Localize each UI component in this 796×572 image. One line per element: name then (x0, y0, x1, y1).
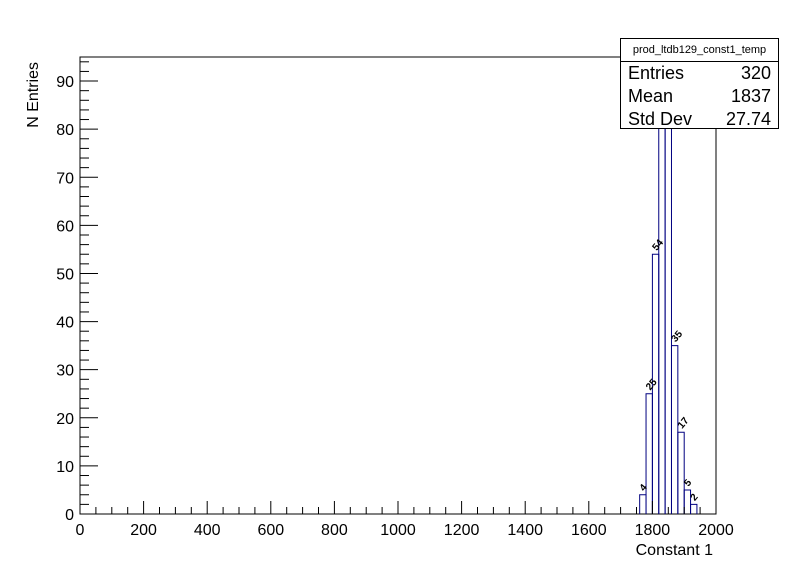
x-tick-label: 0 (76, 522, 85, 539)
bin-value-label: 5 (682, 477, 694, 489)
bin-value-label: 2 (689, 492, 701, 504)
stats-value: 320 (740, 63, 771, 83)
y-tick-label: 20 (56, 411, 74, 428)
x-tick-label: 200 (130, 522, 157, 539)
x-tick-label: 400 (194, 522, 221, 539)
x-tick-label: 600 (257, 522, 284, 539)
histogram-bin (677, 431, 685, 514)
bin-value-label: 25 (644, 377, 660, 393)
x-tick-label: 2000 (698, 522, 734, 539)
y-tick-label: 40 (56, 315, 74, 332)
histogram-bin (664, 57, 672, 514)
bin-value-label: 54 (650, 237, 666, 253)
y-tick-label: 70 (56, 170, 74, 187)
histogram-bin (645, 393, 653, 514)
stats-row-mean: Mean 1837 (621, 85, 778, 108)
stats-title: prod_ltdb129_const1_temp (621, 39, 778, 62)
stats-value: 27.74 (725, 109, 771, 129)
x-tick-label: 1000 (380, 522, 416, 539)
x-tick-label: 800 (321, 522, 348, 539)
x-tick-label: 1200 (444, 522, 480, 539)
bin-value-label: 4 (638, 482, 650, 494)
stats-label: Entries (628, 63, 685, 83)
stats-box: prod_ltdb129_const1_temp Entries 320 Mea… (620, 38, 779, 129)
y-axis-title: N Entries (25, 62, 42, 128)
stats-label: Mean (628, 86, 674, 106)
stats-row-stddev: Std Dev 27.74 (621, 108, 778, 131)
stats-value: 1837 (730, 86, 771, 106)
y-tick-label: 50 (56, 266, 74, 283)
y-tick-label: 0 (65, 507, 74, 524)
histogram-bin (690, 503, 698, 514)
y-tick-label: 80 (56, 122, 74, 139)
y-tick-label: 10 (56, 459, 74, 476)
x-tick-label: 1800 (635, 522, 671, 539)
y-tick-label: 30 (56, 363, 74, 380)
x-tick-label: 1400 (507, 522, 543, 539)
histogram-bin (670, 345, 679, 514)
x-axis-title: Constant 1 (636, 542, 713, 559)
x-tick-label: 1600 (571, 522, 607, 539)
histogram-bin (683, 489, 692, 514)
stats-label: Std Dev (628, 109, 693, 129)
histogram-bin (639, 494, 647, 514)
y-tick-label: 60 (56, 218, 74, 235)
y-tick-label: 90 (56, 74, 74, 91)
stats-row-entries: Entries 320 (621, 62, 778, 85)
